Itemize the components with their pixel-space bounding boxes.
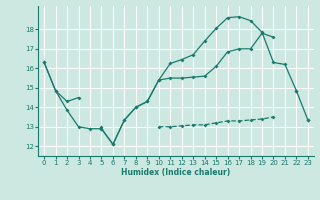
- X-axis label: Humidex (Indice chaleur): Humidex (Indice chaleur): [121, 168, 231, 177]
